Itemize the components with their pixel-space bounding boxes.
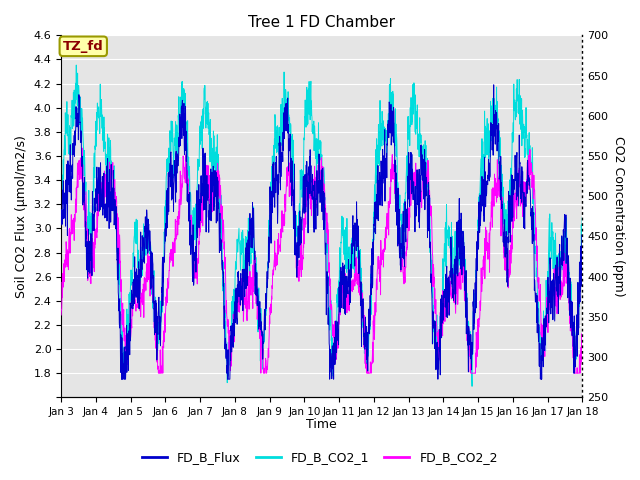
Y-axis label: CO2 Concentration (ppm): CO2 Concentration (ppm) xyxy=(612,136,625,297)
Y-axis label: Soil CO2 Flux (μmol/m2/s): Soil CO2 Flux (μmol/m2/s) xyxy=(15,135,28,298)
X-axis label: Time: Time xyxy=(307,419,337,432)
Text: TZ_fd: TZ_fd xyxy=(63,40,104,53)
Title: Tree 1 FD Chamber: Tree 1 FD Chamber xyxy=(248,15,396,30)
Legend: FD_B_Flux, FD_B_CO2_1, FD_B_CO2_2: FD_B_Flux, FD_B_CO2_1, FD_B_CO2_2 xyxy=(137,446,503,469)
